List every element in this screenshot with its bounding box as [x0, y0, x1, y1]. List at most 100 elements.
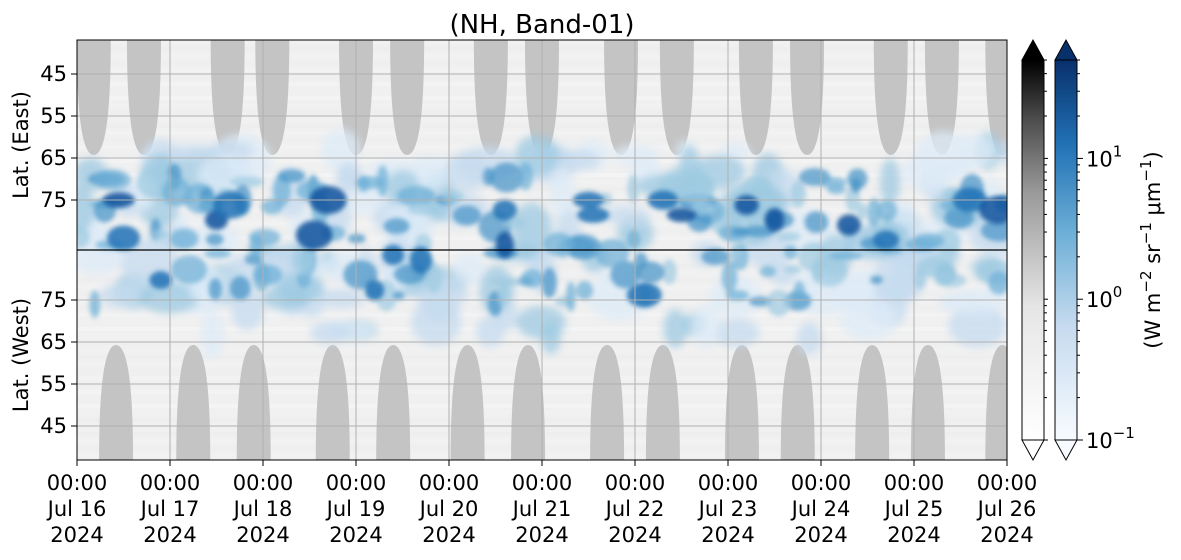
aurora-blob	[602, 205, 650, 226]
aurora-blob	[559, 149, 600, 171]
colorbar-tick-base: 10	[1086, 429, 1113, 453]
aurora-blob	[934, 228, 961, 255]
x-tick-label-time: 00:00	[47, 471, 108, 495]
aurora-blob	[663, 309, 688, 348]
night-lobe-west	[176, 345, 211, 460]
aurora-core-blob	[836, 214, 861, 236]
chart-title: (NH, Band-01)	[449, 10, 634, 40]
x-tick-label-time: 00:00	[884, 471, 945, 495]
y-tick-label-east: 65	[40, 146, 67, 170]
aurora-blob	[503, 217, 526, 228]
aurora-blob	[200, 311, 225, 358]
night-lobe-west	[855, 345, 890, 460]
aurora-blob	[482, 167, 494, 186]
colorbar-blues-extend-max	[1054, 38, 1078, 61]
aurora-blob	[712, 318, 760, 347]
night-lobe-west	[590, 345, 625, 460]
y-tick-label-west: 65	[40, 330, 67, 354]
night-lobe-west	[376, 345, 411, 460]
aurora-blob	[766, 289, 791, 317]
colorbar-tick-base: 10	[1086, 147, 1113, 171]
aurora-core-blob	[764, 207, 785, 233]
aurora-blob	[518, 162, 533, 191]
aurora-blob	[759, 265, 776, 278]
aurora-blob	[549, 168, 575, 217]
x-tick-label-time: 00:00	[140, 471, 201, 495]
colorbar-label-exponent: −1	[1137, 222, 1155, 244]
x-tick-label-year: 2024	[701, 523, 754, 547]
aurora-blob	[594, 238, 630, 268]
aurora-blob	[676, 174, 714, 204]
aurora-core-blob	[212, 191, 249, 219]
x-tick-label-year: 2024	[143, 523, 196, 547]
x-tick-label-date: Jul 25	[883, 497, 944, 521]
aurora-blob	[292, 244, 313, 275]
x-tick-label-date: Jul 24	[790, 497, 851, 521]
colorbar-tick-exp: 0	[1113, 283, 1123, 301]
aurora-blob	[165, 144, 221, 162]
aurora-blob	[783, 245, 798, 260]
x-tick-label-time: 00:00	[326, 471, 387, 495]
x-tick-label-date: Jul 22	[604, 497, 665, 521]
aurora-core-blob	[382, 244, 405, 266]
aurora-blob	[310, 321, 350, 344]
aurora-blob	[692, 304, 721, 349]
aurora-blob	[276, 272, 325, 303]
x-tick-label-year: 2024	[608, 523, 661, 547]
colorbar-label-text: )	[1141, 151, 1165, 159]
colorbar-blues-extend-min	[1054, 439, 1078, 462]
y-tick-label-west: 45	[40, 414, 67, 438]
x-tick-label-year: 2024	[794, 523, 847, 547]
grid	[77, 40, 1007, 460]
colorbar-tick-label: 100	[1086, 283, 1122, 312]
aurora-blob	[840, 297, 896, 341]
x-tick-label-date: Jul 19	[325, 497, 386, 521]
night-lobe-east	[659, 40, 694, 155]
aurora-core-blob	[734, 195, 759, 215]
night-lobe-west	[645, 345, 680, 460]
aurora-blob	[397, 186, 435, 206]
colorbar-blues-body	[1054, 59, 1078, 441]
night-lobe-east	[126, 40, 161, 155]
aurora-blob	[444, 152, 490, 192]
aurora-core-blob	[872, 230, 900, 250]
y-axis-label-east: Lat. (East)	[9, 91, 33, 199]
y-tick-label-east: 55	[40, 104, 67, 128]
aurora-blob	[627, 230, 641, 249]
x-tick-label-time: 00:00	[419, 471, 480, 495]
night-lobe-east	[255, 40, 290, 155]
aurora-core-blob	[106, 225, 141, 251]
aurora-blob	[355, 176, 385, 189]
aurora-blob	[856, 203, 868, 220]
aurora-blob	[497, 284, 510, 307]
night-lobe-west	[910, 345, 945, 460]
aurora-blob	[138, 282, 200, 314]
aurora-blob	[797, 242, 831, 272]
aurora-core-blob	[626, 282, 662, 308]
aurora-blob	[273, 174, 291, 207]
aurora-core-blob	[666, 207, 697, 223]
aurora-core-blob	[149, 271, 173, 289]
aurora-blob	[850, 177, 861, 194]
x-tick-label-time: 00:00	[698, 471, 759, 495]
colorbar-tick-base: 10	[1086, 288, 1113, 312]
night-lobe-east	[390, 40, 425, 155]
aurora-core-blob	[577, 207, 610, 223]
x-tick-label-year: 2024	[236, 523, 289, 547]
night-lobe-west	[236, 345, 271, 460]
x-tick-label-date: Jul 16	[46, 497, 107, 521]
y-axis-label-west: Lat. (West)	[9, 298, 33, 412]
aurora-core-blob	[495, 231, 514, 259]
night-lobe-east	[924, 40, 959, 155]
aurora-blob	[490, 277, 523, 287]
colorbar-label-text: μm	[1141, 182, 1165, 223]
aurora-blob	[576, 280, 594, 300]
aurora-blob	[790, 180, 806, 208]
aurora-blob	[679, 145, 700, 183]
x-tick-label-date: Jul 21	[511, 497, 572, 521]
aurora-blob	[721, 261, 738, 293]
